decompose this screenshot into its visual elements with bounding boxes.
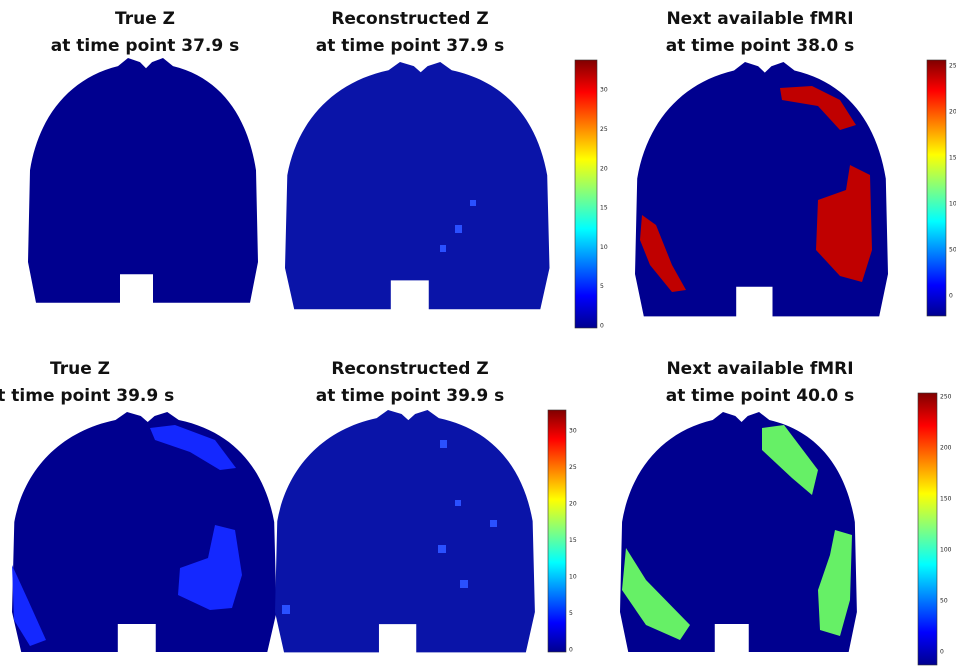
colorbar-tick-label: 100: [940, 547, 952, 554]
panel-title: Next available fMRI: [666, 9, 853, 29]
colorbar-tick-label: 200: [949, 109, 956, 116]
brain: [12, 412, 277, 652]
panel-title: Reconstructed Z: [331, 359, 488, 379]
colorbar: [918, 393, 937, 665]
colorbar-tick-label: 5: [569, 610, 573, 617]
colorbar-tick-label: 150: [949, 155, 956, 162]
colorbar-tick-label: 20: [600, 165, 608, 172]
colorbar-tick-label: 30: [600, 87, 608, 94]
colorbar-tick-label: 10: [600, 244, 608, 251]
colorbar-tick-label: 200: [940, 445, 952, 452]
colorbar-tick-label: 25: [600, 126, 608, 133]
panel-title: True Z: [115, 9, 175, 29]
panel-subtitle: at time point 37.9 s: [316, 36, 504, 56]
colorbar-tick-label: 0: [940, 649, 944, 656]
colorbar: [575, 60, 597, 328]
colorbar-tick-label: 250: [949, 63, 956, 70]
colorbar-tick-label: 15: [569, 537, 577, 544]
colorbar-tick-label: 15: [600, 205, 608, 212]
panel-title: True Z: [50, 359, 110, 379]
colorbar: [927, 60, 946, 316]
colorbar-tick-label: 50: [949, 247, 956, 254]
colorbar-tick-label: 10: [569, 574, 577, 581]
panel-title: Next available fMRI: [666, 359, 853, 379]
brain-images: [12, 58, 888, 652]
brain: [285, 62, 550, 309]
colorbar-tick-label: 0: [569, 647, 573, 654]
colorbar-tick-label: 0: [600, 323, 604, 330]
brain: [275, 410, 535, 652]
panel-subtitle: at time point 40.0 s: [666, 386, 854, 406]
figure: True Z at time point 37.9 s Reconstructed …: [0, 0, 956, 672]
panel-subtitle: at time point 39.9 s: [316, 386, 504, 406]
colorbar-tick-label: 0: [949, 293, 953, 300]
colorbar-tick-label: 100: [949, 201, 956, 208]
brain: [28, 58, 258, 303]
colorbar-tick-label: 30: [569, 428, 577, 435]
colorbar-tick-label: 25: [569, 464, 577, 471]
panel-title: Reconstructed Z: [331, 9, 488, 29]
panel-subtitle: at time point 38.0 s: [666, 36, 854, 56]
colorbar-tick-label: 20: [569, 501, 577, 508]
colorbar: [548, 410, 566, 652]
panel-subtitle: at time point 39.9 s: [0, 386, 174, 406]
colorbar-tick-label: 50: [940, 598, 948, 605]
colorbar-tick-label: 250: [940, 394, 952, 401]
panel-subtitle: at time point 37.9 s: [51, 36, 239, 56]
colorbar-tick-label: 150: [940, 496, 952, 503]
colorbar-tick-label: 5: [600, 283, 604, 290]
